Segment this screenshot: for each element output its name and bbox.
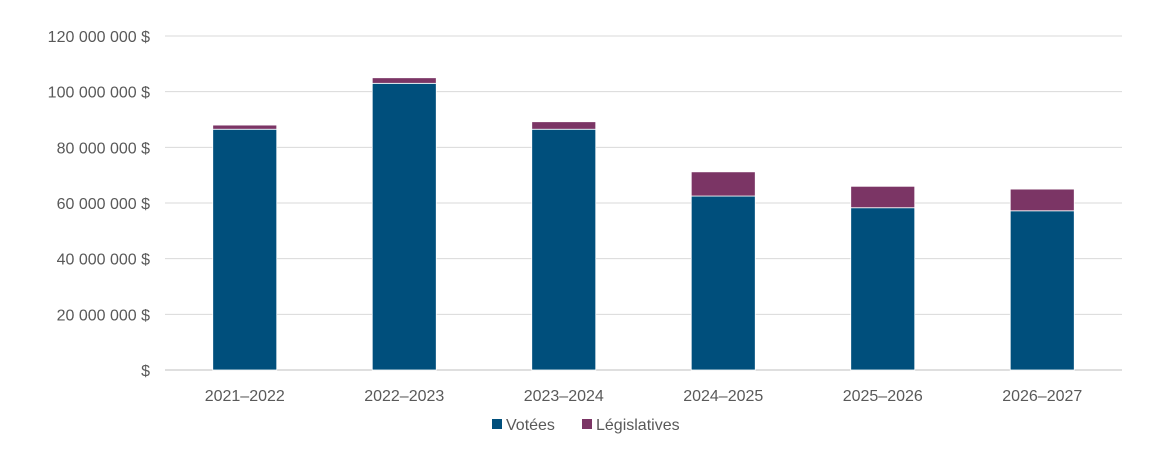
legend-label-votees: Votées [506,417,555,434]
x-tick-label: 2025–2026 [843,388,923,405]
y-tick-label: 40 000 000 $ [57,252,151,269]
bar-legislatives-3 [690,171,756,197]
x-axis-tick-labels: 2021–2022 2022–2023 2023–2024 2024–2025 2025… [205,388,1083,405]
bar-votees-4 [850,207,916,371]
legend-label-legislatives: Législatives [596,417,680,434]
y-tick-label: 120 000 000 $ [48,29,150,46]
bar-legislatives-0 [212,124,278,130]
y-tick-label: 80 000 000 $ [57,140,151,157]
bar-votees-2 [531,128,597,371]
y-axis-tick-labels: $20 000 000 $ 40 000 000 $ 60 000 000 $ 80 … [48,29,150,380]
bar-legislatives-2 [531,121,597,130]
x-tick-label: 2022–2023 [364,388,444,405]
bar-legislatives-4 [850,185,916,209]
x-tick-label: 2023–2024 [524,388,604,405]
legend-swatch-votees [492,419,502,429]
bar-votees-3 [690,195,756,371]
y-tick-label: 20 000 000 $ [57,307,151,324]
legend-swatch-legislatives [582,419,592,429]
x-tick-label: 2021–2022 [205,388,285,405]
bar-legislatives-5 [1009,188,1075,212]
y-tick-label: 60 000 000 $ [57,196,151,213]
bar-votees-5 [1009,210,1075,371]
bar-votees-0 [212,128,278,371]
x-tick-label: 2024–2025 [683,388,763,405]
bars [212,77,1075,371]
x-tick-label: 2026–2027 [1002,388,1082,405]
y-tick-label: $ [141,363,150,380]
bar-votees-1 [371,82,437,371]
legend: Votées Législatives [492,417,680,434]
bar-legislatives-1 [371,77,437,84]
y-tick-label: 100 000 000 $ [48,85,150,102]
gridlines [165,35,1122,371]
